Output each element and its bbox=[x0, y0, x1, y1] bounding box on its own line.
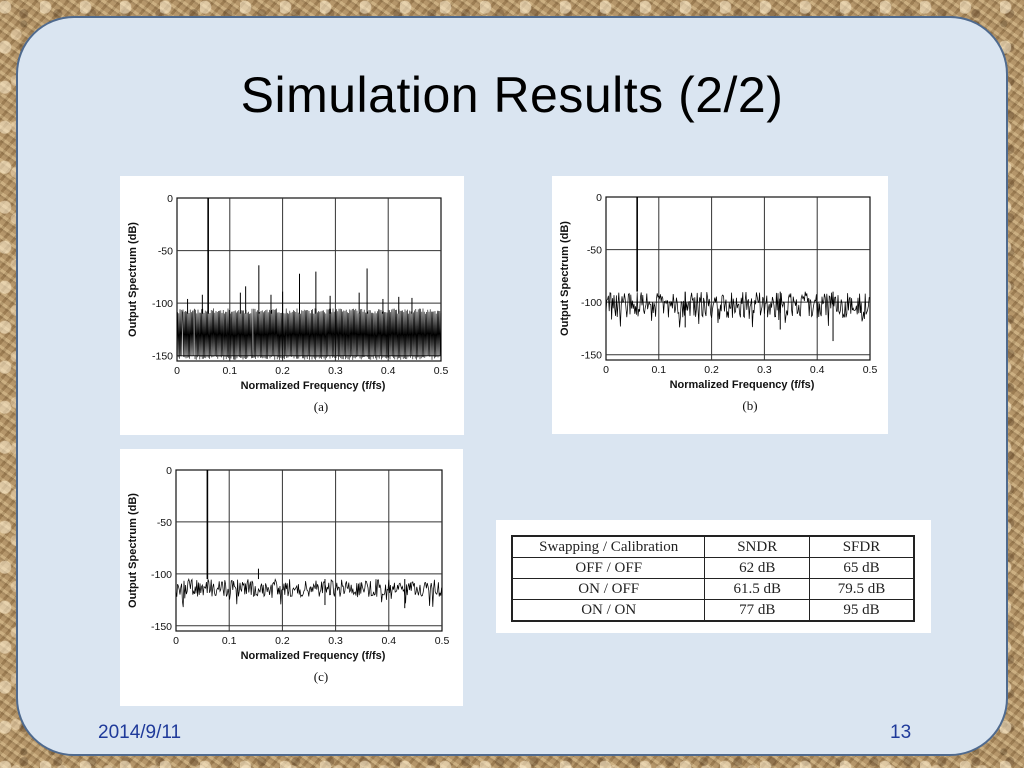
x-tick-label: 0.2 bbox=[704, 364, 719, 376]
plot-area: 0 0.1 0.2 0.3 0.4 0.5 0 -50 -100 -150 bbox=[581, 192, 877, 376]
footer-page-number: 13 bbox=[890, 722, 912, 743]
x-tick-label: 0 bbox=[173, 635, 179, 647]
spectrum-figure-a: 0 0.1 0.2 0.3 0.4 0.5 0 -50 -100 -150 Normalized F… bbox=[120, 176, 464, 435]
table-cell: 95 dB bbox=[808, 599, 915, 622]
y-tick-label: 0 bbox=[166, 465, 172, 477]
table-cell: 65 dB bbox=[808, 557, 915, 579]
table-cell: 61.5 dB bbox=[704, 578, 810, 600]
y-tick-label: -50 bbox=[157, 517, 172, 529]
noise-floor-trace bbox=[176, 308, 442, 360]
y-tick-label: -100 bbox=[151, 569, 172, 581]
noise-floor-trace bbox=[175, 577, 442, 608]
figure-caption: (a) bbox=[314, 399, 328, 414]
table-header-row: Swapping / Calibration SNDR SFDR bbox=[511, 535, 915, 558]
figure-caption: (b) bbox=[742, 398, 757, 413]
plot-frame bbox=[175, 469, 443, 632]
table-cell: OFF / OFF bbox=[511, 557, 706, 579]
y-axis-label: Output Spectrum (dB) bbox=[127, 222, 139, 337]
spectrum-figure-b: 0 0.1 0.2 0.3 0.4 0.5 0 -50 -100 -150 Normalized F… bbox=[552, 176, 888, 434]
x-tick-label: 0.2 bbox=[275, 365, 290, 377]
x-tick-label: 0 bbox=[603, 364, 609, 376]
x-tick-label: 0.3 bbox=[328, 635, 343, 647]
noise-floor-trace bbox=[605, 291, 870, 328]
x-tick-label: 0.4 bbox=[810, 364, 825, 376]
table-cell: 79.5 dB bbox=[808, 578, 915, 600]
x-tick-label: 0.2 bbox=[275, 635, 290, 647]
x-tick-label: 0.1 bbox=[651, 364, 666, 376]
x-axis-label: Normalized Frequency (f/fs) bbox=[241, 380, 386, 392]
y-tick-label: -150 bbox=[152, 351, 173, 363]
slide-title: Simulation Results (2/2) bbox=[240, 67, 784, 123]
x-tick-label: 0.4 bbox=[381, 635, 396, 647]
y-tick-label: -150 bbox=[581, 350, 602, 362]
y-tick-label: -100 bbox=[152, 298, 173, 310]
y-tick-label: 0 bbox=[596, 192, 602, 204]
table-row: ON / ON 77 dB 95 dB bbox=[511, 599, 915, 622]
footer-date: 2014/9/11 bbox=[98, 722, 182, 743]
table-row: OFF / OFF 62 dB 65 dB bbox=[511, 557, 915, 579]
x-tick-label: 0.5 bbox=[435, 635, 450, 647]
y-tick-label: -50 bbox=[158, 246, 173, 258]
table-cell: ON / OFF bbox=[511, 578, 706, 600]
plot-frame bbox=[605, 196, 871, 361]
y-tick-label: -100 bbox=[581, 297, 602, 309]
table-cell: 62 dB bbox=[704, 557, 810, 579]
figure-caption: (c) bbox=[314, 669, 328, 684]
table-header-cell: SNDR bbox=[704, 535, 810, 558]
x-tick-label: 0.5 bbox=[434, 365, 449, 377]
y-axis-label: Output Spectrum (dB) bbox=[559, 221, 571, 336]
table-header-cell: Swapping / Calibration bbox=[511, 535, 706, 558]
x-axis-label: Normalized Frequency (f/fs) bbox=[241, 650, 386, 662]
y-tick-label: -50 bbox=[587, 245, 602, 257]
x-tick-label: 0 bbox=[174, 365, 180, 377]
x-tick-label: 0.4 bbox=[381, 365, 396, 377]
x-axis-label: Normalized Frequency (f/fs) bbox=[670, 379, 815, 391]
x-tick-label: 0.1 bbox=[222, 365, 237, 377]
y-tick-label: 0 bbox=[167, 193, 173, 205]
table-cell: 77 dB bbox=[704, 599, 810, 622]
table-cell: ON / ON bbox=[511, 599, 706, 622]
spectrum-figure-c: 0 0.1 0.2 0.3 0.4 0.5 0 -50 -100 -150 Normalized F… bbox=[120, 449, 463, 706]
x-tick-label: 0.3 bbox=[328, 365, 343, 377]
x-tick-label: 0.1 bbox=[222, 635, 237, 647]
y-axis-label: Output Spectrum (dB) bbox=[127, 493, 139, 608]
spectrum-chart-c: 0 0.1 0.2 0.3 0.4 0.5 0 -50 -100 -150 Normalized F… bbox=[127, 465, 449, 684]
results-table: Swapping / Calibration SNDR SFDR OFF / O… bbox=[511, 535, 915, 622]
table-header-cell: SFDR bbox=[808, 535, 915, 558]
y-tick-label: -150 bbox=[151, 621, 172, 633]
x-tick-label: 0.5 bbox=[863, 364, 878, 376]
spectrum-chart-b: 0 0.1 0.2 0.3 0.4 0.5 0 -50 -100 -150 Normalized F… bbox=[559, 192, 877, 413]
spectrum-chart-a: 0 0.1 0.2 0.3 0.4 0.5 0 -50 -100 -150 Normalized F… bbox=[127, 193, 449, 414]
plot-area: 0 0.1 0.2 0.3 0.4 0.5 0 -50 -100 -150 bbox=[151, 465, 449, 647]
table-row: ON / OFF 61.5 dB 79.5 dB bbox=[511, 578, 915, 600]
results-table-figure: Swapping / Calibration SNDR SFDR OFF / O… bbox=[496, 520, 931, 633]
x-tick-label: 0.3 bbox=[757, 364, 772, 376]
